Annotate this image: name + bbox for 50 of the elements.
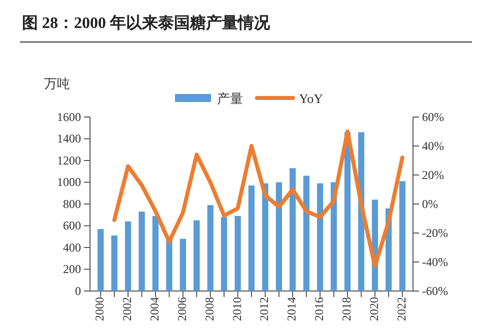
x-tick-label: 2000	[92, 297, 107, 321]
legend-label: 产量	[217, 91, 243, 106]
x-tick-label: 2016	[312, 297, 326, 321]
x-tick-label: 2006	[174, 297, 189, 321]
bar	[262, 183, 268, 291]
bar	[98, 229, 104, 291]
x-tick-label: 2014	[284, 297, 299, 321]
x-tick-label: 2008	[202, 297, 216, 321]
bar	[194, 220, 200, 291]
y2-tick-label: -60%	[422, 284, 448, 298]
x-tick-label: 2012	[257, 297, 272, 321]
y-tick-label: 200	[63, 262, 81, 276]
bar	[152, 216, 159, 291]
y2-tick-label: 60%	[422, 110, 444, 124]
x-tick-label: 2004	[147, 297, 162, 321]
y-tick-label: 400	[63, 240, 81, 254]
y2-tick-label: 20%	[422, 168, 444, 182]
bar	[207, 205, 214, 291]
bar	[111, 236, 118, 291]
y2-tick-label: 0%	[422, 196, 438, 211]
y-tick-label: 0	[75, 284, 81, 298]
bar	[124, 221, 132, 291]
y-tick-label: 1200	[57, 153, 81, 168]
bar	[248, 186, 255, 291]
line-series	[112, 130, 404, 268]
y-axis-title: 万吨	[44, 76, 70, 91]
bar	[180, 238, 186, 291]
y-tick-label: 1000	[57, 175, 81, 190]
x-tick-label: 2022	[394, 297, 408, 321]
bar	[316, 183, 324, 291]
x-tick-label: 2010	[230, 297, 244, 321]
x-tick-label: 2020	[366, 297, 381, 321]
bar	[220, 217, 228, 291]
bar	[138, 212, 145, 291]
y-tick-label: 800	[63, 196, 81, 211]
bar	[290, 168, 296, 291]
y2-tick-label: -40%	[422, 254, 448, 269]
chart-title: 图 28：2000 年以来泰国糖产量情况	[22, 14, 271, 32]
y-tick-label: 1600	[57, 110, 81, 124]
x-tick-label: 2002	[120, 297, 134, 321]
x-tick-label: 2018	[340, 297, 354, 321]
y-tick-label: 600	[63, 218, 81, 233]
bar	[303, 176, 310, 291]
bar	[399, 181, 406, 291]
bar	[234, 216, 241, 291]
bar	[276, 182, 282, 291]
legend-label: YoY	[299, 91, 324, 106]
y2-tick-label: -20%	[422, 226, 448, 240]
y2-tick-label: 40%	[422, 138, 444, 153]
y-tick-label: 1400	[57, 132, 81, 146]
